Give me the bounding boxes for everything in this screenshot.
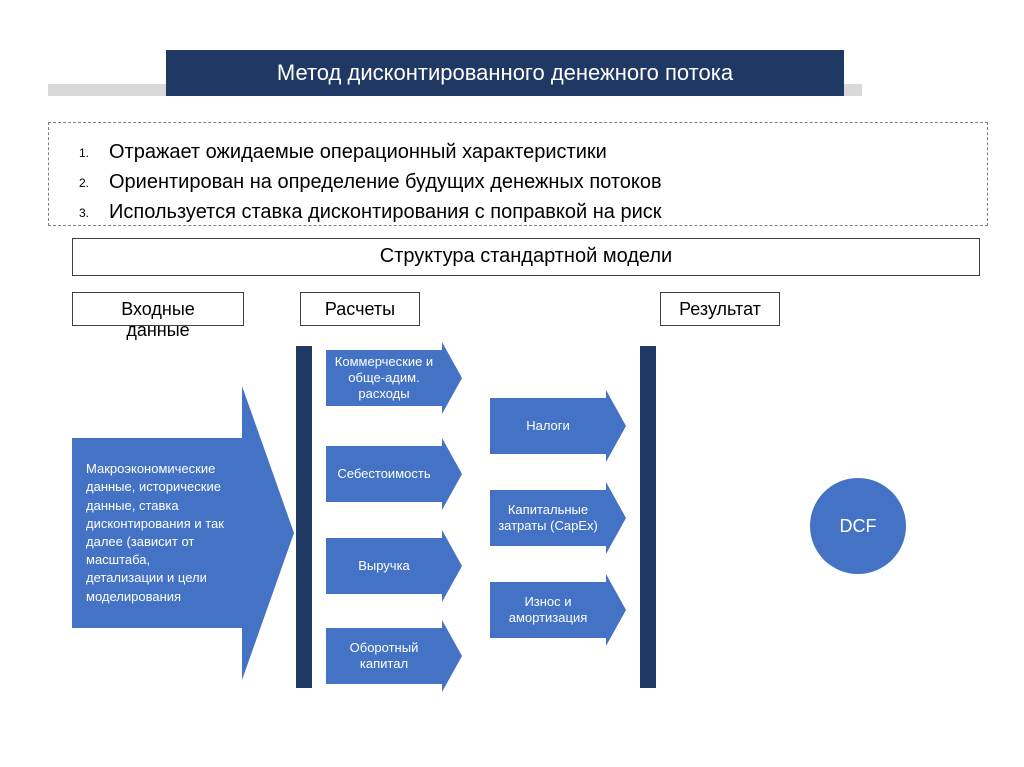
calc-arrow: Коммерческие и обще-адим. расходы — [326, 350, 462, 406]
input-data-arrow: Макроэкономические данные, исторические … — [72, 386, 294, 680]
title-right-stub — [844, 84, 862, 96]
dcf-label: DCF — [840, 516, 877, 537]
dcf-result-circle: DCF — [810, 478, 906, 574]
separator-bar-1 — [296, 346, 312, 688]
separator-bar-2 — [640, 346, 656, 688]
calc-arrow: Оборотный капитал — [326, 628, 462, 684]
section-label-text: Входные данные — [121, 299, 195, 340]
calc-arrow-label: Коммерческие и обще-адим. расходы — [326, 350, 442, 406]
structure-header: Структура стандартной модели — [72, 238, 980, 276]
arrow-head-icon — [606, 390, 626, 462]
calc-arrow: Себестоимость — [326, 446, 462, 502]
arrow-head-icon — [606, 574, 626, 646]
arrow-head-icon — [606, 482, 626, 554]
input-arrow-head — [242, 386, 294, 680]
calc-arrow-label: Износ и амортизация — [490, 582, 606, 638]
calc-arrow-label: Выручка — [326, 538, 442, 594]
arrow-head-icon — [442, 530, 462, 602]
calc-arrow: Капитальные затраты (CapEx) — [490, 490, 626, 546]
characteristics-box: Отражает ожидаемые операционный характер… — [48, 122, 988, 226]
page-title: Метод дисконтированного денежного потока — [277, 60, 733, 86]
section-label-text: Расчеты — [325, 299, 395, 319]
calc-arrow-label: Капитальные затраты (CapEx) — [490, 490, 606, 546]
section-input-label: Входные данные — [72, 292, 244, 326]
characteristic-item: Отражает ожидаемые операционный характер… — [79, 137, 967, 167]
arrow-head-icon — [442, 438, 462, 510]
characteristic-item: Используется ставка дисконтирования с по… — [79, 197, 967, 227]
structure-header-label: Структура стандартной модели — [380, 245, 672, 267]
calc-arrow: Выручка — [326, 538, 462, 594]
calc-arrow: Налоги — [490, 398, 626, 454]
input-arrow-text: Макроэкономические данные, исторические … — [86, 460, 228, 606]
calc-arrow-label: Оборотный капитал — [326, 628, 442, 684]
page-title-bar: Метод дисконтированного денежного потока — [166, 50, 844, 96]
characteristic-item: Ориентирован на определение будущих дене… — [79, 167, 967, 197]
section-label-text: Результат — [679, 299, 761, 319]
calc-arrow-label: Налоги — [490, 398, 606, 454]
title-left-stub — [48, 84, 166, 96]
input-arrow-body: Макроэкономические данные, исторические … — [72, 438, 242, 628]
section-result-label: Результат — [660, 292, 780, 326]
calc-arrow-label: Себестоимость — [326, 446, 442, 502]
section-calc-label: Расчеты — [300, 292, 420, 326]
calc-arrow: Износ и амортизация — [490, 582, 626, 638]
characteristics-list: Отражает ожидаемые операционный характер… — [79, 137, 967, 227]
arrow-head-icon — [442, 342, 462, 414]
arrow-head-icon — [442, 620, 462, 692]
